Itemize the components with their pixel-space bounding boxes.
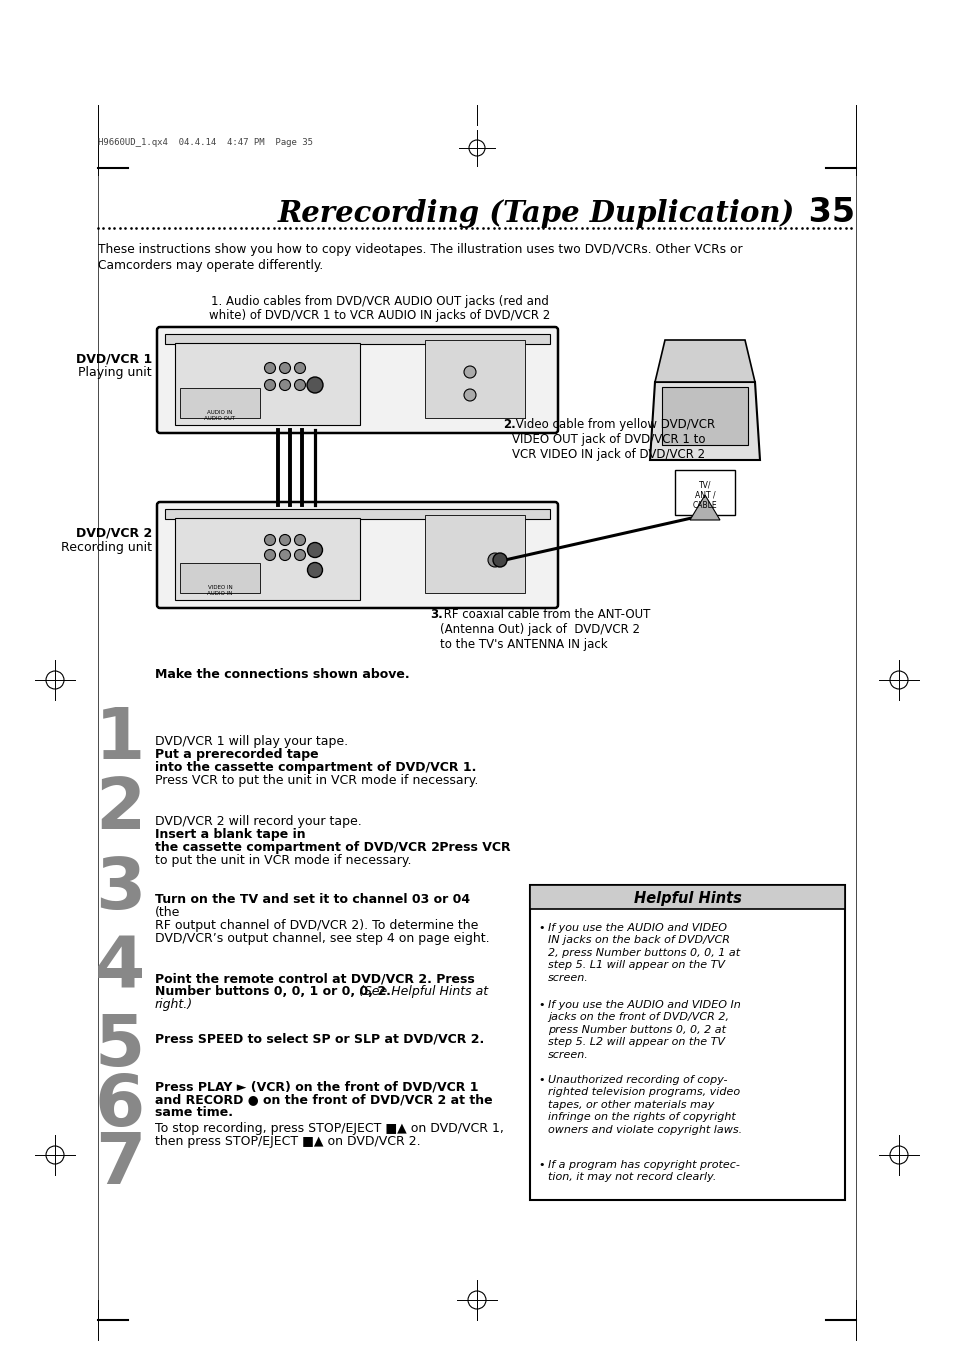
Text: Insert a blank tape in: Insert a blank tape in: [154, 828, 305, 842]
Text: AUDIO OUT: AUDIO OUT: [204, 416, 235, 422]
Circle shape: [294, 362, 305, 373]
Text: then press STOP/EJECT ■▲ on DVD/VCR 2.: then press STOP/EJECT ■▲ on DVD/VCR 2.: [154, 1135, 420, 1148]
Text: right.): right.): [154, 998, 193, 1011]
FancyBboxPatch shape: [157, 503, 558, 608]
Text: TV/
ANT /
CABLE: TV/ ANT / CABLE: [692, 480, 717, 509]
Text: and RECORD ● on the front of DVD/VCR 2 at the: and RECORD ● on the front of DVD/VCR 2 a…: [154, 1093, 492, 1106]
Text: AUDIO IN: AUDIO IN: [207, 409, 233, 415]
Bar: [675, 470, 734, 515]
Text: H9660UD_1.qx4  04.4.14  4:47 PM  Page 35: H9660UD_1.qx4 04.4.14 4:47 PM Page 35: [98, 138, 313, 147]
Text: Put a prerecorded tape: Put a prerecorded tape: [154, 748, 318, 761]
Bar: [165, 509, 550, 519]
Bar: [661, 386, 747, 444]
Text: 6: 6: [94, 1071, 145, 1142]
Circle shape: [307, 543, 322, 558]
Text: DVD/VCR 1: DVD/VCR 1: [75, 353, 152, 365]
Circle shape: [294, 380, 305, 390]
Text: If you use the AUDIO and VIDEO
IN jacks on the back of DVD/VCR
2, press Number b: If you use the AUDIO and VIDEO IN jacks …: [547, 923, 740, 982]
Text: •: •: [537, 1161, 544, 1170]
Text: •: •: [537, 1000, 544, 1011]
Text: AUDIO IN: AUDIO IN: [207, 590, 233, 596]
Text: 1. Audio cables from DVD/VCR AUDIO OUT jacks (red and: 1. Audio cables from DVD/VCR AUDIO OUT j…: [211, 295, 548, 308]
Text: 3.: 3.: [430, 608, 442, 621]
Text: Video cable from yellow DVD/VCR
VIDEO OUT jack of DVD/VCR 1 to
VCR VIDEO IN jack: Video cable from yellow DVD/VCR VIDEO OU…: [512, 417, 715, 461]
Text: Playing unit: Playing unit: [78, 366, 152, 380]
Bar: [180, 388, 260, 417]
Text: VIDEO IN: VIDEO IN: [208, 585, 233, 590]
Text: white) of DVD/VCR 1 to VCR AUDIO IN jacks of DVD/VCR 2: white) of DVD/VCR 1 to VCR AUDIO IN jack…: [209, 309, 550, 322]
Circle shape: [279, 362, 291, 373]
Text: Press VCR: Press VCR: [435, 842, 510, 854]
Text: Helpful Hints: Helpful Hints: [633, 890, 740, 905]
Circle shape: [463, 366, 476, 378]
Text: 4: 4: [94, 934, 145, 1002]
Bar: [174, 517, 359, 600]
FancyBboxPatch shape: [157, 327, 558, 434]
Bar: [165, 334, 550, 345]
Text: DVD/VCR 2: DVD/VCR 2: [75, 527, 152, 540]
Bar: [530, 885, 844, 1200]
Circle shape: [264, 380, 275, 390]
Bar: [530, 885, 844, 909]
Text: into the cassette compartment of DVD/VCR 1.: into the cassette compartment of DVD/VCR…: [154, 761, 476, 774]
Text: DVD/VCR’s output channel, see step 4 on page eight.: DVD/VCR’s output channel, see step 4 on …: [154, 932, 489, 944]
Circle shape: [294, 535, 305, 546]
Circle shape: [488, 553, 501, 567]
Polygon shape: [649, 382, 760, 459]
Text: Press VCR to put the unit in VCR mode if necessary.: Press VCR to put the unit in VCR mode if…: [154, 774, 477, 788]
Text: 35: 35: [796, 196, 854, 230]
Text: (See Helpful Hints at: (See Helpful Hints at: [355, 985, 488, 998]
Circle shape: [294, 550, 305, 561]
Circle shape: [307, 562, 322, 577]
Text: same time.: same time.: [154, 1106, 233, 1119]
Circle shape: [463, 389, 476, 401]
Text: 1: 1: [94, 705, 145, 774]
Text: 2: 2: [94, 775, 145, 844]
Text: RF output channel of DVD/VCR 2). To determine the: RF output channel of DVD/VCR 2). To dete…: [154, 919, 477, 932]
Circle shape: [279, 550, 291, 561]
Text: Point the remote control at DVD/VCR 2. Press: Point the remote control at DVD/VCR 2. P…: [154, 971, 475, 985]
Text: These instructions show you how to copy videotapes. The illustration uses two DV: These instructions show you how to copy …: [98, 243, 741, 272]
Text: (the: (the: [154, 907, 180, 919]
Text: Unauthorized recording of copy-
righted television programs, video
tapes, or oth: Unauthorized recording of copy- righted …: [547, 1075, 741, 1135]
Text: Number buttons 0, 0, 1 or 0, 0, 2.: Number buttons 0, 0, 1 or 0, 0, 2.: [154, 985, 391, 998]
Text: 3: 3: [94, 855, 145, 924]
Text: DVD/VCR 1 will play your tape.: DVD/VCR 1 will play your tape.: [154, 735, 352, 748]
Text: Press SPEED to select SP or SLP at DVD/VCR 2.: Press SPEED to select SP or SLP at DVD/V…: [154, 1032, 484, 1046]
Bar: [174, 343, 359, 426]
Circle shape: [264, 535, 275, 546]
Text: Press PLAY ► (VCR) on the front of DVD/VCR 1: Press PLAY ► (VCR) on the front of DVD/V…: [154, 1079, 478, 1093]
Text: DVD/VCR 2 will record your tape.: DVD/VCR 2 will record your tape.: [154, 815, 365, 828]
Text: RF coaxial cable from the ANT-OUT
(Antenna Out) jack of  DVD/VCR 2
to the TV's A: RF coaxial cable from the ANT-OUT (Anten…: [439, 608, 650, 651]
Text: •: •: [537, 923, 544, 934]
Text: 7: 7: [94, 1129, 145, 1198]
Text: 2.: 2.: [502, 417, 516, 431]
Circle shape: [264, 362, 275, 373]
Bar: [424, 340, 524, 417]
Bar: [180, 563, 260, 593]
Circle shape: [264, 550, 275, 561]
Text: Turn on the TV and set it to channel 03 or 04: Turn on the TV and set it to channel 03 …: [154, 893, 470, 907]
Text: Recording unit: Recording unit: [61, 540, 152, 554]
Text: •: •: [537, 1075, 544, 1085]
Circle shape: [279, 535, 291, 546]
Text: Make the connections shown above.: Make the connections shown above.: [154, 667, 409, 681]
Circle shape: [307, 377, 323, 393]
Text: the cassette compartment of DVD/VCR 2.: the cassette compartment of DVD/VCR 2.: [154, 842, 444, 854]
Text: If you use the AUDIO and VIDEO In
jacks on the front of DVD/VCR 2,
press Number : If you use the AUDIO and VIDEO In jacks …: [547, 1000, 740, 1059]
Text: 5: 5: [94, 1012, 145, 1081]
Text: Rerecording (Tape Duplication): Rerecording (Tape Duplication): [277, 199, 794, 227]
Polygon shape: [689, 494, 720, 520]
Text: If a program has copyright protec-
tion, it may not record clearly.: If a program has copyright protec- tion,…: [547, 1161, 740, 1182]
Circle shape: [493, 553, 506, 567]
Text: to put the unit in VCR mode if necessary.: to put the unit in VCR mode if necessary…: [154, 854, 411, 867]
Bar: [424, 515, 524, 593]
Text: To stop recording, press STOP/EJECT ■▲ on DVD/VCR 1,: To stop recording, press STOP/EJECT ■▲ o…: [154, 1121, 503, 1135]
Polygon shape: [655, 340, 754, 382]
Circle shape: [279, 380, 291, 390]
